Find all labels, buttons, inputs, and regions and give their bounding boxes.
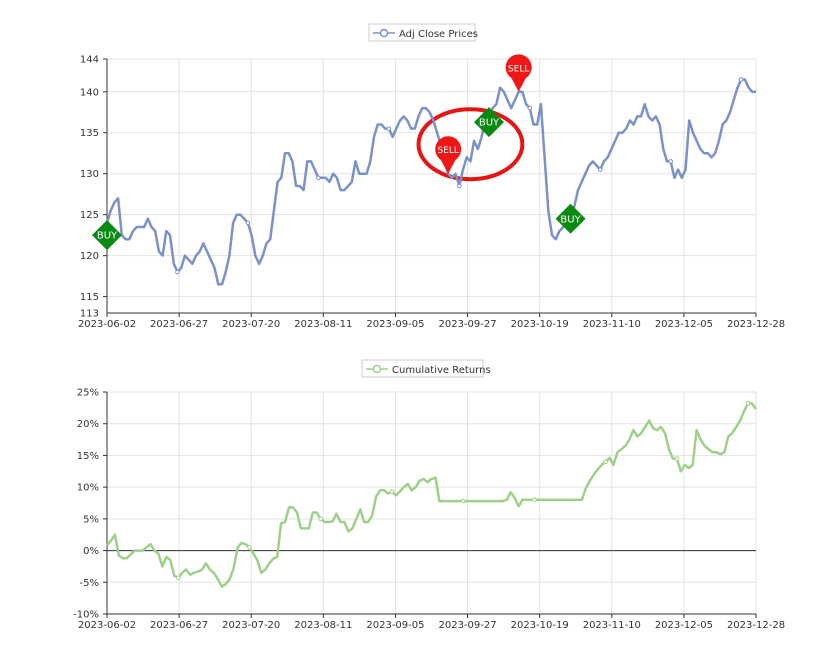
- y-tick-label: 25%: [77, 388, 99, 399]
- buy-diamond: [473, 107, 504, 138]
- x-tick-label: 2023-10-19: [511, 319, 569, 330]
- sell-label: SELL: [437, 146, 458, 156]
- x-tick-label: 2023-10-19: [511, 620, 569, 631]
- buy-label: BUY: [560, 214, 581, 225]
- data-point: [245, 220, 251, 226]
- price-highlight: [416, 107, 525, 182]
- sell-marker: SELL: [435, 136, 462, 174]
- buy-label: BUY: [479, 118, 500, 129]
- returns-chart: Cumulative Returns 2023-06-02 2023-06-27 2…: [73, 359, 785, 632]
- x-tick-label: 2023-12-05: [655, 319, 713, 330]
- y-tick-label: 5%: [83, 514, 99, 525]
- returns-axes: 2023-06-02 2023-06-27 2023-07-20 2023-08-11…: [73, 388, 785, 632]
- highlight-ring: [416, 107, 525, 182]
- price-grid: [106, 58, 757, 313]
- y-tick-label: 140: [80, 87, 99, 98]
- x-tick-label: 2023-12-28: [727, 319, 785, 330]
- legend-marker-swatch: [379, 28, 389, 38]
- x-tick-label: 2023-06-27: [150, 620, 208, 631]
- buy-marker: BUY: [555, 203, 586, 234]
- data-point: [603, 459, 608, 465]
- y-tick-label: 115: [80, 292, 99, 303]
- data-point: [532, 497, 537, 503]
- series-line-adj-close: [105, 78, 756, 286]
- x-tick-label: 2023-09-27: [438, 319, 496, 330]
- data-point: [386, 126, 392, 131]
- legend-box: [368, 23, 476, 42]
- data-point: [674, 456, 680, 461]
- sell-pin: [435, 136, 462, 174]
- y-tick-label: 15%: [77, 451, 99, 462]
- x-tick-label: 2023-07-20: [222, 620, 280, 631]
- legend-marker-swatch: [372, 364, 382, 374]
- buy-marker: BUY: [92, 220, 122, 251]
- data-point: [738, 77, 744, 82]
- x-tick-label: 2023-09-27: [438, 620, 496, 631]
- y-tick-label: 20%: [77, 419, 99, 430]
- x-tick-label: 2023-06-27: [150, 319, 208, 330]
- y-tick-label: 144: [80, 55, 99, 66]
- y-tick-label: 130: [80, 169, 99, 180]
- buy-marker: BUY: [473, 107, 504, 138]
- data-point: [175, 269, 180, 275]
- buy-diamond: [92, 220, 122, 251]
- buy-diamond: [555, 203, 586, 234]
- x-tick-label: 2023-12-05: [655, 620, 713, 631]
- returns-legend-label: Cumulative Returns: [392, 365, 491, 376]
- buy-label: BUY: [97, 231, 118, 242]
- price-axes: 2023-06-02 2023-06-27 2023-07-20 2023-08-11…: [78, 55, 785, 331]
- returns-legend[interactable]: Cumulative Returns: [361, 359, 491, 378]
- y-tick-label: 10%: [77, 483, 99, 494]
- x-tick-label: 2023-09-05: [366, 620, 424, 631]
- series-line-cumulative-returns: [106, 402, 758, 588]
- x-tick-label: 2023-11-10: [583, 620, 641, 631]
- price-chart: Adj Close Prices 2023-06-02 2023-06-27 202…: [78, 23, 785, 331]
- data-point: [668, 159, 674, 164]
- legend-box: [361, 359, 484, 378]
- y-tick-label: 113: [80, 309, 99, 320]
- price-legend[interactable]: Adj Close Prices: [368, 23, 478, 42]
- data-point: [247, 545, 252, 550]
- data-point: [316, 175, 321, 181]
- y-tick-label: 120: [80, 251, 99, 262]
- x-tick-label: 2023-09-05: [366, 319, 424, 330]
- sell-pin: [505, 54, 532, 92]
- x-tick-label: 2023-08-11: [294, 319, 352, 330]
- y-tick-label: -5%: [80, 578, 99, 589]
- y-tick-label: -10%: [73, 610, 99, 621]
- data-point: [527, 105, 533, 111]
- x-tick-label: 2023-11-10: [583, 319, 641, 330]
- trade-markers: BUY SELL BUY SELL BUY: [92, 54, 586, 251]
- x-tick-label: 2023-06-02: [78, 319, 136, 330]
- price-legend-label: Adj Close Prices: [399, 29, 478, 40]
- data-point: [318, 516, 323, 522]
- data-point: [597, 167, 603, 172]
- x-tick-label: 2023-07-20: [222, 319, 280, 330]
- y-tick-label: 0%: [83, 546, 99, 557]
- returns-grid: [106, 391, 757, 615]
- x-tick-label: 2023-06-02: [78, 620, 136, 631]
- y-tick-label: 125: [80, 210, 99, 221]
- x-tick-label: 2023-08-11: [294, 620, 352, 631]
- sell-label: SELL: [508, 64, 529, 74]
- data-point: [745, 401, 751, 406]
- data-point: [457, 183, 462, 189]
- data-point: [460, 498, 466, 504]
- data-point: [389, 489, 395, 494]
- sell-marker: SELL: [505, 54, 532, 92]
- x-tick-label: 2023-12-28: [727, 620, 785, 631]
- data-point: [175, 575, 181, 581]
- y-tick-label: 135: [80, 128, 99, 139]
